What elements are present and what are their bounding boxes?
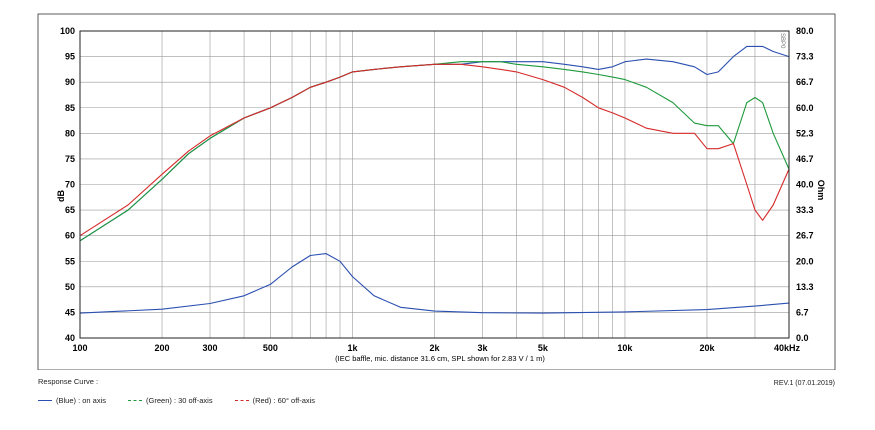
x-tick-label: 40kHz	[774, 343, 801, 353]
y-tick-label: 55	[65, 256, 75, 266]
y-tick-label: 100	[60, 26, 75, 36]
y-tick-label: 60	[65, 231, 75, 241]
y2-tick-label: 60.0	[796, 103, 814, 113]
chart-id-stamp: SBP0	[779, 33, 785, 49]
y-tick-label: 40	[65, 333, 75, 343]
y2-tick-label: 46.7	[796, 154, 814, 164]
legend-item-blue: (Blue) : on axis	[38, 396, 106, 405]
series-line-red	[79, 63, 790, 237]
y2-tick-label: 33.3	[796, 205, 814, 215]
chart-grid	[79, 30, 790, 339]
x-axis-caption: (IEC baffle, mic. distance 31.6 cm, SPL …	[335, 354, 545, 363]
y-tick-label: 50	[65, 282, 75, 292]
chart-outer-frame	[37, 13, 836, 370]
y2-tick-label: 52.3	[796, 128, 814, 138]
y2-tick-label: 20.0	[796, 256, 814, 266]
x-tick-label: 1k	[347, 343, 358, 353]
series-line-impedance	[79, 253, 790, 314]
y2-tick-label: 66.7	[796, 77, 814, 87]
y2-axis-ticks: 80.0 73.3 66.7 60.0 52.3 46.7 40.0 33.3 26.7 20.0…	[796, 26, 814, 343]
legend-item-red: (Red) : 60° off-axis	[234, 396, 316, 405]
y-axis-label: dB	[56, 190, 66, 202]
legend-label-blue: (Blue) : on axis	[56, 396, 107, 405]
y2-tick-label: 13.3	[796, 282, 814, 292]
x-tick-label: 100	[72, 343, 87, 353]
y-axis-ticks: 100 95 90 85 80 75 70 65 60 55 50 45 40	[60, 26, 75, 343]
y2-tick-label: 26.7	[796, 231, 814, 241]
x-tick-label: 10k	[617, 343, 633, 353]
legend: (Blue) : on axis (Green) : 30 off-axis (…	[38, 396, 315, 405]
y2-tick-label: 0.0	[796, 333, 809, 343]
y-tick-label: 80	[65, 128, 75, 138]
y-tick-label: 95	[65, 52, 75, 62]
y-tick-label: 70	[65, 180, 75, 190]
x-tick-label: 5k	[538, 343, 549, 353]
legend-label-red: (Red) : 60° off-axis	[252, 396, 316, 405]
x-tick-label: 20k	[699, 343, 715, 353]
y2-tick-label: 40.0	[796, 180, 814, 190]
y-tick-label: 65	[65, 205, 75, 215]
x-tick-label: 200	[155, 343, 170, 353]
y-tick-label: 75	[65, 154, 75, 164]
chart-curves	[79, 45, 790, 314]
frequency-response-chart: 100 95 90 85 80 75 70 65 60 55 50 45 40 80.0 73.3 66.7…	[37, 13, 836, 370]
x-tick-label: 3k	[477, 343, 488, 353]
plot-area-border	[79, 30, 790, 339]
legend-swatch-green	[128, 400, 143, 401]
y-tick-label: 85	[65, 103, 75, 113]
legend-label-green: (Green) : 30 off-axis	[146, 396, 213, 405]
y2-tick-label: 73.3	[796, 52, 814, 62]
x-axis-ticks: 100 200 300 500 1k 2k 3k 5k 10k 20k 40kHz	[72, 343, 800, 353]
y-tick-label: 45	[65, 307, 75, 317]
y2-axis-label: Ohm	[816, 180, 826, 201]
x-tick-label: 2k	[429, 343, 440, 353]
y2-tick-label: 80.0	[796, 26, 814, 36]
legend-item-green: (Green) : 30 off-axis	[128, 396, 213, 405]
response-curve-label: Response Curve :	[38, 377, 99, 386]
legend-swatch-red	[234, 400, 249, 401]
x-tick-label: 500	[263, 343, 278, 353]
y-tick-label: 90	[65, 77, 75, 87]
revision-label: REV.1 (07.01.2019)	[773, 380, 835, 387]
y2-tick-label: 6.7	[796, 307, 809, 317]
legend-swatch-blue	[38, 400, 52, 401]
x-tick-label: 300	[202, 343, 217, 353]
